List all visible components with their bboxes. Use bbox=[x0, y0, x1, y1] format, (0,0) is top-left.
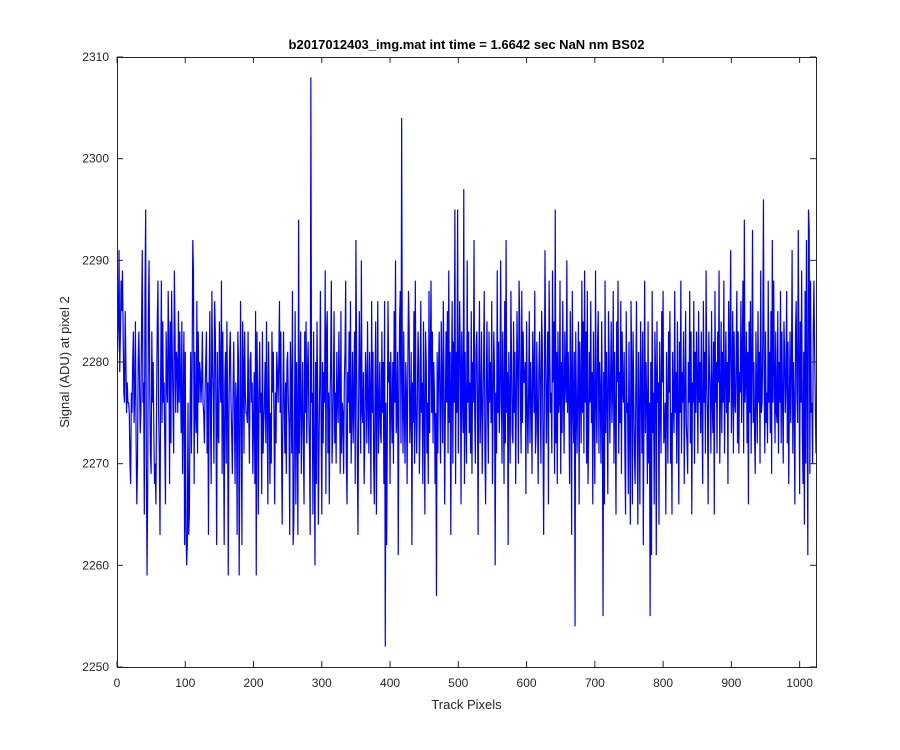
x-tick-label: 100 bbox=[175, 676, 195, 690]
x-axis-title: Track Pixels bbox=[431, 697, 502, 712]
x-tick-label: 700 bbox=[585, 676, 605, 690]
x-tick-label: 600 bbox=[517, 676, 537, 690]
y-tick-label: 2270 bbox=[82, 457, 109, 471]
x-tick-label: 200 bbox=[244, 676, 264, 690]
x-tick-label: 900 bbox=[721, 676, 741, 690]
x-tick-label: 0 bbox=[114, 676, 121, 690]
y-axis-title: Signal (ADU) at pixel 2 bbox=[57, 296, 72, 428]
series-line bbox=[117, 77, 817, 647]
x-tick-label: 400 bbox=[380, 676, 400, 690]
y-tick-label: 2260 bbox=[82, 558, 109, 572]
chart-title: b2017012403_img.mat int time = 1.6642 se… bbox=[289, 37, 645, 52]
y-tick-label: 2250 bbox=[82, 660, 109, 674]
x-tick-label: 1000 bbox=[786, 676, 813, 690]
y-tick-label: 2280 bbox=[82, 355, 109, 369]
x-tick-label: 500 bbox=[448, 676, 468, 690]
y-tick-label: 2290 bbox=[82, 253, 109, 267]
tick-layer: 0 100 200 300 400 500 600 700 800 900 1000 2250 2260… bbox=[82, 50, 816, 690]
x-tick-label: 800 bbox=[653, 676, 673, 690]
y-tick-label: 2310 bbox=[82, 50, 109, 64]
axes-box bbox=[117, 57, 817, 668]
y-tick-label: 2300 bbox=[82, 152, 109, 166]
x-tick-label: 300 bbox=[312, 676, 332, 690]
signal-series bbox=[117, 77, 817, 647]
